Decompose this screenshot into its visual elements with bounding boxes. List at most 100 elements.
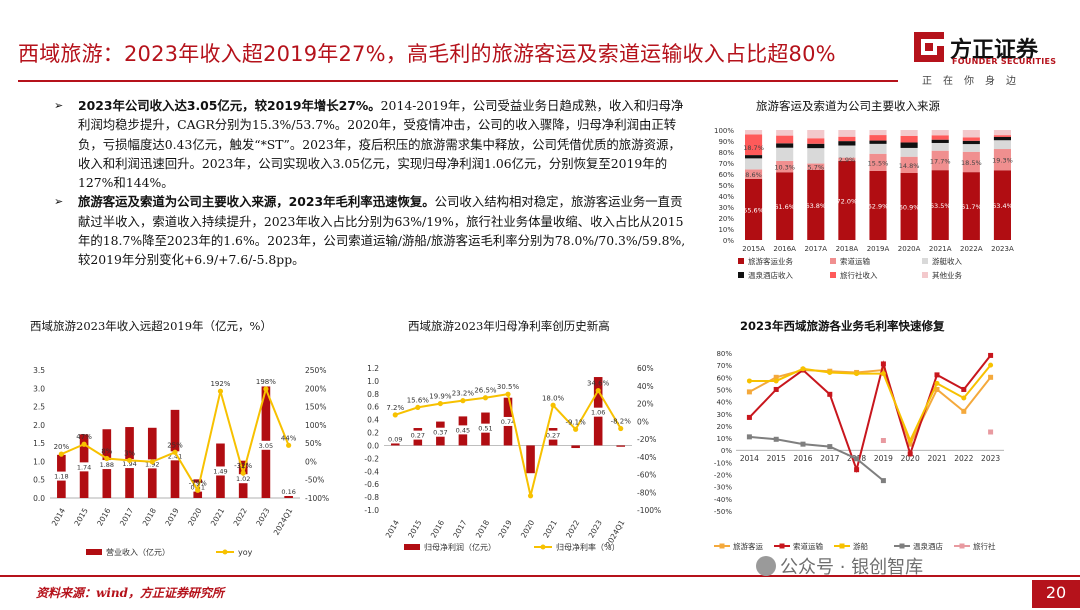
y-tick-label: -20% (714, 472, 732, 480)
legend-marker (540, 544, 546, 550)
line-label: 198% (256, 378, 276, 386)
x-tick-label: 2022 (954, 454, 973, 463)
revenue-mix-chart: 0% 10% 20% 30% 40% 50% 60% 70% 80% 90% 100% 55.6% 8.… (714, 127, 1014, 280)
x-tick-label: 2015 (406, 518, 423, 539)
line-point (460, 398, 466, 404)
data-label: 17.7% (930, 157, 951, 165)
y2-tick-label: 20% (637, 400, 654, 409)
y2-tick-label: -100% (305, 494, 329, 503)
header: 西域旅游：2023年收入超2019年27%，高毛利的旅游客运及索道运输收入占比超… (0, 0, 1080, 87)
series-line (748, 354, 992, 474)
page-title: 西域旅游：2023年收入超2019年27%，高毛利的旅游客运及索道运输收入占比超… (18, 42, 836, 66)
legend-marker (899, 543, 905, 549)
bar-segment (900, 130, 918, 136)
x-tick-label: 2016 (793, 454, 812, 463)
line-label: -9.1% (565, 418, 586, 426)
bar-segment (745, 169, 763, 179)
x-tick-label: 2024Q1 (272, 506, 295, 536)
bar (571, 445, 580, 449)
y2-tick-label: -100% (637, 506, 661, 515)
y-tick-label: 0% (723, 237, 734, 245)
y2-tick-label: -40% (637, 453, 656, 462)
chart-title-net-profit: 西域旅游2023年归母净利率创历史新高 (408, 319, 610, 333)
label-bg (587, 407, 610, 417)
label-bg (95, 460, 118, 470)
bar-segment (807, 143, 825, 149)
data-label: 0.45 (456, 426, 470, 434)
bar-segment (776, 130, 794, 136)
line-point (618, 425, 624, 432)
line-point (149, 459, 155, 465)
data-label: 1.49 (213, 467, 227, 475)
bar-segment (838, 145, 856, 158)
x-tick-label: 2015A (742, 245, 765, 253)
bar-segment (838, 160, 856, 240)
legend-marker (959, 543, 965, 549)
bullet-list: ➢ 2023年公司收入达3.05亿元，较2019年增长27%。2014-2019… (44, 96, 692, 270)
y2-tick-label: 100% (305, 421, 326, 430)
page-number-box (1032, 580, 1080, 608)
line-point (217, 388, 224, 394)
data-label: 1.88 (100, 461, 114, 469)
x-tick-label: 2015 (767, 454, 786, 463)
line-label: 30.5% (497, 383, 520, 391)
y-tick-label: 20% (716, 423, 732, 431)
data-label: 72.0% (837, 197, 858, 205)
legend-marker (839, 543, 845, 549)
data-label: 61.6% (774, 203, 795, 211)
line-label: -32% (234, 462, 252, 470)
label-bg (50, 471, 73, 481)
line-point (880, 438, 886, 444)
line-label: 26.5% (474, 387, 497, 395)
line-point (482, 395, 489, 401)
y-tick-label: 60% (718, 171, 734, 179)
line-point (880, 478, 886, 484)
y-tick-label: 0.2 (367, 429, 379, 438)
y2-tick-label: 40% (637, 382, 654, 391)
bar-segment (900, 142, 918, 148)
x-tick-label: 2016A (773, 245, 796, 253)
line-point (392, 412, 398, 418)
watermark: 公众号 · 银创智库 (780, 557, 924, 578)
y-tick-label: 0% (721, 447, 732, 455)
bar-segment (745, 158, 763, 170)
x-tick-label: 2018 (474, 518, 491, 539)
legend-label: 旅游客运业务 (748, 256, 793, 266)
line-label: 47% (76, 433, 92, 441)
x-tick-label: 2018A (836, 245, 859, 253)
x-tick-label: 2017A (804, 245, 827, 253)
data-label: 8.6% (745, 171, 762, 179)
y-tick-label: 30% (716, 411, 732, 419)
data-label: 0.27 (411, 432, 425, 440)
y-tick-label: -30% (714, 484, 732, 492)
bar-segment (838, 136, 856, 142)
y-tick-label: 1.0 (367, 377, 379, 386)
legend-swatch (922, 258, 928, 264)
y-tick-label: 60% (716, 374, 732, 382)
line-point (126, 457, 133, 463)
line-point (573, 426, 579, 432)
footer-bar (0, 575, 1080, 610)
page-number: 20 (1045, 583, 1067, 602)
x-tick-label: 2021 (209, 506, 226, 527)
x-tick-label: 2022A (960, 245, 983, 253)
bar-segment (962, 130, 980, 138)
bar-segment (807, 163, 825, 170)
legend-swatch (922, 272, 928, 278)
logo-english: FOUNDER SECURITIES (952, 57, 1057, 66)
y-tick-label: 80% (718, 149, 734, 157)
bar-segment (962, 137, 980, 141)
x-tick-label: 2017 (820, 454, 839, 463)
data-label: 0.27 (546, 432, 560, 440)
x-tick-label: 2023 (981, 454, 1000, 463)
legend-label: 旅行社收入 (840, 270, 878, 280)
bar-segment (745, 178, 763, 240)
legend-label: 旅行社 (973, 541, 996, 551)
chart-title-segment-margin: 2023年西域旅游各业务毛利率快速修复 (740, 319, 945, 333)
bar-segment (931, 139, 949, 143)
arrow-bullet-icon: ➢ (54, 195, 64, 209)
bar (526, 445, 535, 474)
bullet-item: ➢ 2023年公司收入达3.05亿元，较2019年增长27%。2014-2019… (44, 96, 692, 192)
data-label: 0.74 (501, 418, 515, 426)
y-tick-label: 40% (716, 399, 732, 407)
